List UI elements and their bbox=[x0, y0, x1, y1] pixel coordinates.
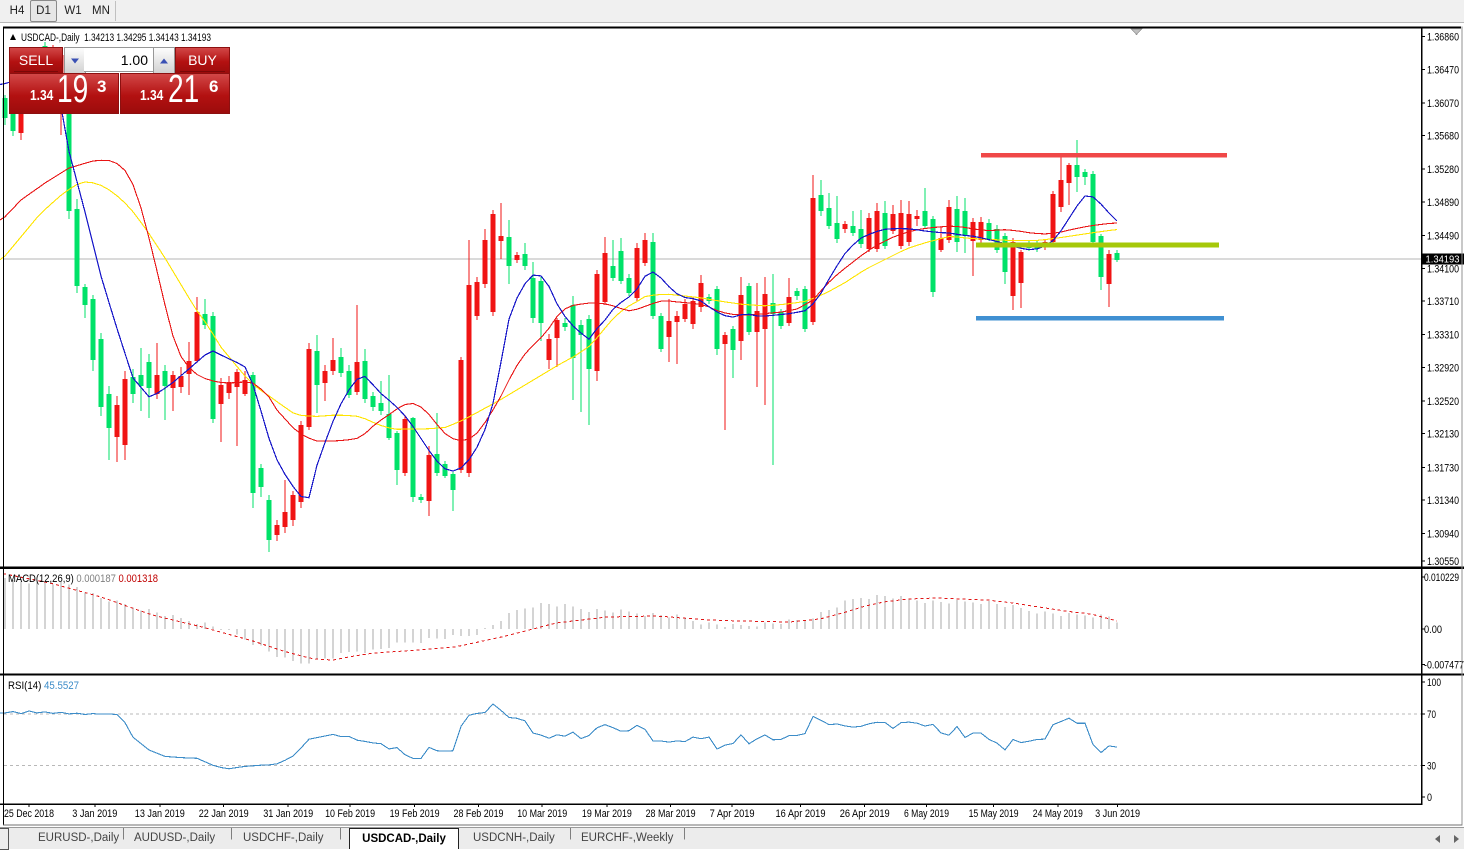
svg-text:1.34193: 1.34193 bbox=[1426, 255, 1460, 266]
svg-text:31 Jan 2019: 31 Jan 2019 bbox=[263, 808, 313, 820]
svg-text:1.31340: 1.31340 bbox=[1427, 495, 1459, 507]
svg-text:1.34890: 1.34890 bbox=[1427, 197, 1459, 209]
svg-text:0: 0 bbox=[1427, 792, 1432, 804]
svg-text:0.010229: 0.010229 bbox=[1424, 572, 1459, 584]
svg-text:28 Feb 2019: 28 Feb 2019 bbox=[454, 808, 504, 820]
svg-text:1.35280: 1.35280 bbox=[1427, 164, 1459, 176]
svg-text:10 Mar 2019: 10 Mar 2019 bbox=[517, 808, 567, 820]
svg-text:1.33710: 1.33710 bbox=[1427, 296, 1459, 308]
svg-text:1.34490: 1.34490 bbox=[1427, 231, 1459, 243]
svg-text:1.31730: 1.31730 bbox=[1427, 462, 1459, 474]
svg-text:1.32920: 1.32920 bbox=[1427, 362, 1459, 374]
svg-text:1.32130: 1.32130 bbox=[1427, 429, 1459, 441]
svg-text:-0.007477: -0.007477 bbox=[1424, 660, 1464, 672]
svg-text:30: 30 bbox=[1427, 760, 1436, 772]
svg-text:19 Mar 2019: 19 Mar 2019 bbox=[582, 808, 632, 820]
svg-text:100: 100 bbox=[1427, 677, 1441, 689]
svg-text:13 Jan 2019: 13 Jan 2019 bbox=[135, 808, 185, 820]
svg-text:10 Feb 2019: 10 Feb 2019 bbox=[325, 808, 375, 820]
svg-text:70: 70 bbox=[1427, 709, 1436, 721]
svg-text:19 Feb 2019: 19 Feb 2019 bbox=[390, 808, 440, 820]
svg-text:7 Apr 2019: 7 Apr 2019 bbox=[710, 808, 755, 820]
svg-text:MACD(12,26,9) 0.000187 0.00131: MACD(12,26,9) 0.000187 0.001318 bbox=[8, 573, 158, 585]
svg-text:1.35680: 1.35680 bbox=[1427, 131, 1459, 143]
svg-text:0.00: 0.00 bbox=[1424, 624, 1442, 636]
svg-text:22 Jan 2019: 22 Jan 2019 bbox=[199, 808, 249, 820]
svg-text:3 Jan 2019: 3 Jan 2019 bbox=[72, 808, 117, 820]
svg-text:1.30550: 1.30550 bbox=[1427, 556, 1459, 568]
svg-text:1.36070: 1.36070 bbox=[1427, 98, 1459, 110]
svg-text:3 Jun 2019: 3 Jun 2019 bbox=[1095, 808, 1140, 820]
svg-text:1.32520: 1.32520 bbox=[1427, 396, 1459, 408]
svg-text:1.36470: 1.36470 bbox=[1427, 64, 1459, 76]
svg-text:1.33310: 1.33310 bbox=[1427, 330, 1459, 342]
svg-text:1.34100: 1.34100 bbox=[1427, 263, 1459, 275]
svg-text:16 Apr 2019: 16 Apr 2019 bbox=[776, 808, 826, 820]
svg-text:1.30940: 1.30940 bbox=[1427, 529, 1459, 541]
svg-text:RSI(14) 45.5527: RSI(14) 45.5527 bbox=[8, 680, 79, 692]
svg-text:25 Dec 2018: 25 Dec 2018 bbox=[4, 808, 54, 820]
svg-text:15 May 2019: 15 May 2019 bbox=[969, 808, 1019, 820]
svg-text:USDCAD-,Daily 1.34213 1.34295: USDCAD-,Daily 1.34213 1.34295 1.34143 1.… bbox=[21, 32, 211, 44]
svg-text:24 May 2019: 24 May 2019 bbox=[1033, 808, 1083, 820]
svg-text:26 Apr 2019: 26 Apr 2019 bbox=[840, 808, 890, 820]
svg-text:28 Mar 2019: 28 Mar 2019 bbox=[646, 808, 696, 820]
svg-text:1.36860: 1.36860 bbox=[1427, 32, 1459, 44]
svg-text:6 May 2019: 6 May 2019 bbox=[904, 808, 949, 820]
